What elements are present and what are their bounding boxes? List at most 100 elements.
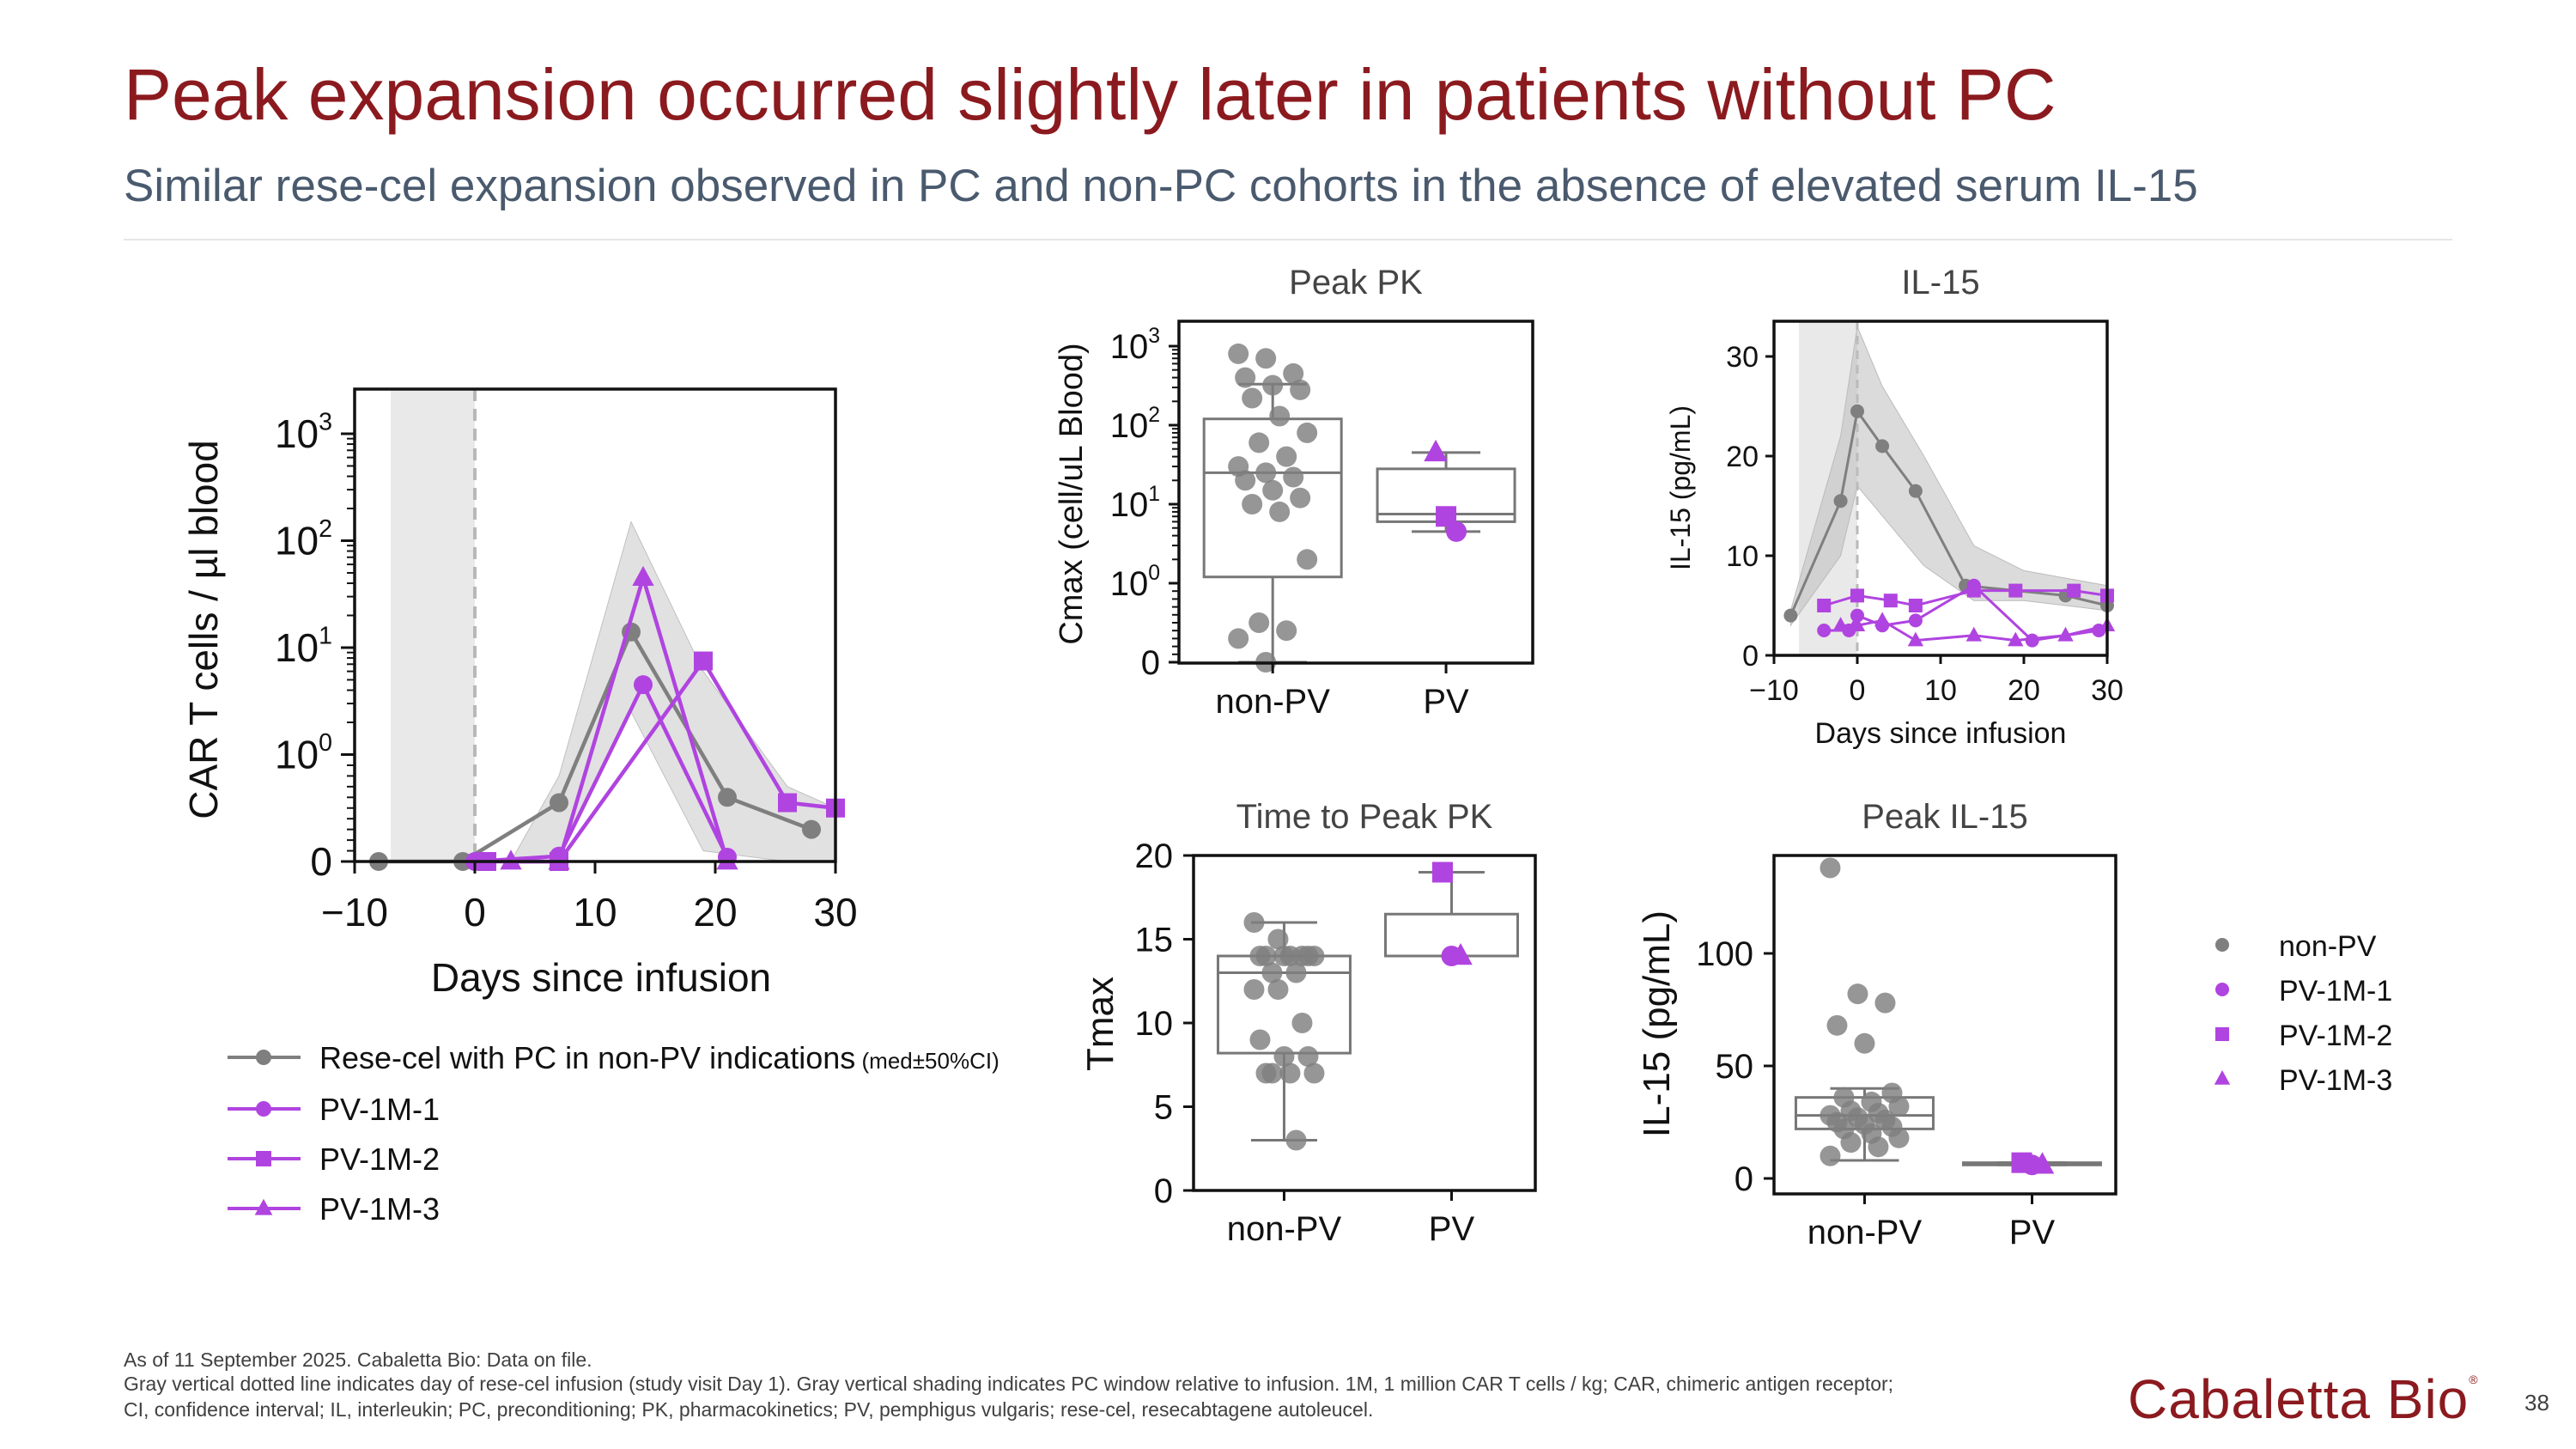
point-non-PV bbox=[1269, 405, 1291, 427]
y-tick-label: 100 bbox=[275, 729, 332, 777]
point-PV-1M-1 bbox=[634, 675, 653, 695]
y-tick-label: 103 bbox=[1110, 325, 1160, 366]
x-tick-label: 10 bbox=[1924, 674, 1957, 707]
point-non-PV bbox=[1874, 992, 1896, 1014]
point-PV-1M-2 bbox=[2008, 583, 2023, 598]
point-PV-1M-1 bbox=[1850, 608, 1864, 623]
point-non-PV bbox=[1267, 928, 1289, 950]
point-non-PV bbox=[1262, 374, 1284, 396]
x-axis-label: Days since infusion bbox=[1815, 717, 2067, 750]
point-non-PV bbox=[1820, 857, 1841, 879]
point-non-PV bbox=[1290, 379, 1311, 400]
point-non-PV bbox=[1242, 494, 1263, 514]
y-tick-label: 102 bbox=[1110, 404, 1160, 445]
x-tick-label: 30 bbox=[2091, 674, 2123, 707]
point-PV-1M-2 bbox=[1817, 599, 1832, 612]
point-non-PV bbox=[1255, 348, 1277, 369]
y-axis-label: IL-15 (pg/mL) bbox=[1665, 405, 1696, 570]
point-PV-1M-3 bbox=[2008, 631, 2024, 647]
point-PV-1M-2 bbox=[1883, 594, 1898, 608]
y-tick-label: 5 bbox=[1154, 1089, 1173, 1127]
legend-marker-PV-1M-3 bbox=[2214, 1070, 2231, 1085]
point-PV-1M-3 bbox=[1849, 617, 1866, 631]
y-axis-label: IL-15 (pg/mL) bbox=[1636, 910, 1678, 1137]
point-non-PV bbox=[1826, 1014, 1848, 1036]
point-PV-1M-2 bbox=[778, 793, 797, 813]
point-non-PV bbox=[1242, 387, 1263, 409]
y-tick-label: 101 bbox=[275, 622, 332, 670]
point-PV-1M-3 bbox=[1965, 626, 1982, 642]
peak_pk-title: Peak PK bbox=[1289, 264, 1423, 301]
slide-subtitle: Similar rese-cel expansion observed in P… bbox=[124, 161, 2198, 211]
point-PV-1M-1 bbox=[1817, 624, 1832, 637]
point-non-PV bbox=[1243, 912, 1265, 933]
point-non-PV bbox=[1235, 470, 1256, 491]
footnote-definitions-2: CI, confidence interval; IL, interleukin… bbox=[124, 1398, 1374, 1421]
legend-marker-PV-1M-2 bbox=[2215, 1027, 2229, 1041]
legend-label: non-PV bbox=[2279, 930, 2377, 963]
pc-window-shading bbox=[391, 389, 475, 861]
y-tick-label: 103 bbox=[275, 408, 332, 456]
point-PV-1M-3 bbox=[1449, 943, 1473, 965]
point-non-PV bbox=[1261, 962, 1283, 983]
y-tick-label: 30 bbox=[1726, 341, 1759, 374]
point-non-PV bbox=[1290, 487, 1311, 508]
x-tick-label: 20 bbox=[693, 890, 737, 935]
y-tick-label: 15 bbox=[1135, 922, 1174, 959]
peak_il15-axes-frame bbox=[1772, 854, 2117, 1196]
y-tick-label: 50 bbox=[1716, 1048, 1754, 1086]
y-axis-label: Cmax (cell/uL Blood) bbox=[1054, 343, 1090, 644]
point-PV-1M-3 bbox=[1832, 617, 1849, 631]
registered-mark: ® bbox=[2469, 1373, 2479, 1386]
point-non-PV bbox=[1267, 979, 1289, 1000]
point-non-PV bbox=[1850, 404, 1864, 418]
point-non-PV bbox=[1276, 620, 1297, 642]
point-non-PV bbox=[1279, 1062, 1301, 1084]
point-non-PV bbox=[1249, 1029, 1271, 1050]
point-PV-1M-3 bbox=[500, 849, 522, 870]
x-tick-label: non-PV bbox=[1215, 683, 1330, 721]
point-non-PV bbox=[1303, 1062, 1325, 1084]
point-non-PV bbox=[1261, 1062, 1283, 1084]
legend-marker-PV-1M-2 bbox=[256, 1151, 271, 1166]
point-PV-1M-3 bbox=[1874, 612, 1891, 627]
point-non-PV bbox=[1279, 946, 1301, 966]
point-non-PV bbox=[1285, 962, 1307, 983]
y-tick-label: 0 bbox=[310, 839, 332, 884]
legend-marker-PV-1M-1 bbox=[256, 1101, 271, 1117]
x-tick-label: −10 bbox=[321, 890, 388, 935]
point-non-PV bbox=[1276, 446, 1297, 467]
y-tick-label: 101 bbox=[1110, 483, 1160, 524]
logo-text: Cabaletta Bio bbox=[2128, 1368, 2470, 1430]
point-non-PV bbox=[1269, 501, 1291, 522]
legend-label: Rese-cel with PC in non-PV indications (… bbox=[319, 1040, 999, 1075]
point-PV-1M-2 bbox=[1850, 588, 1864, 603]
x-tick-label: 20 bbox=[2008, 674, 2040, 707]
point-PV-1M-3 bbox=[1907, 631, 1924, 647]
y-tick-label: 0 bbox=[1735, 1160, 1753, 1198]
point-non-PV bbox=[1303, 946, 1325, 966]
legend-marker-Rese-cel with PC in non-PV indications bbox=[256, 1050, 271, 1065]
point-PV-1M-3 bbox=[632, 565, 654, 587]
x-tick-label: PV bbox=[2009, 1214, 2056, 1251]
point-non-PV bbox=[1840, 1132, 1862, 1154]
point-non-PV bbox=[1249, 432, 1270, 454]
y-tick-label: 0 bbox=[1742, 640, 1759, 673]
x-tick-label: −10 bbox=[1749, 674, 1799, 707]
point-non-PV bbox=[1255, 462, 1277, 484]
legend-label: PV-1M-1 bbox=[2279, 975, 2392, 1008]
box-non-PV bbox=[1216, 954, 1352, 1055]
point-non-PV bbox=[1297, 422, 1318, 443]
legend-label: PV-1M-3 bbox=[2279, 1064, 2392, 1097]
line-PV-1M-1 bbox=[474, 680, 730, 864]
point-PV-1M-3 bbox=[1424, 439, 1448, 462]
point-Rese-cel with PC in non-PV indications bbox=[802, 819, 821, 839]
point-non-PV bbox=[1888, 1127, 1910, 1148]
point-non-PV bbox=[1847, 983, 1868, 1005]
legend-marker-PV-1M-1 bbox=[2215, 983, 2229, 996]
x-tick-label: non-PV bbox=[1227, 1210, 1342, 1248]
point-non-PV bbox=[1228, 343, 1249, 364]
point-non-PV bbox=[1291, 1013, 1313, 1033]
y-tick-label: 0 bbox=[1141, 644, 1160, 682]
title-divider bbox=[124, 239, 2452, 240]
